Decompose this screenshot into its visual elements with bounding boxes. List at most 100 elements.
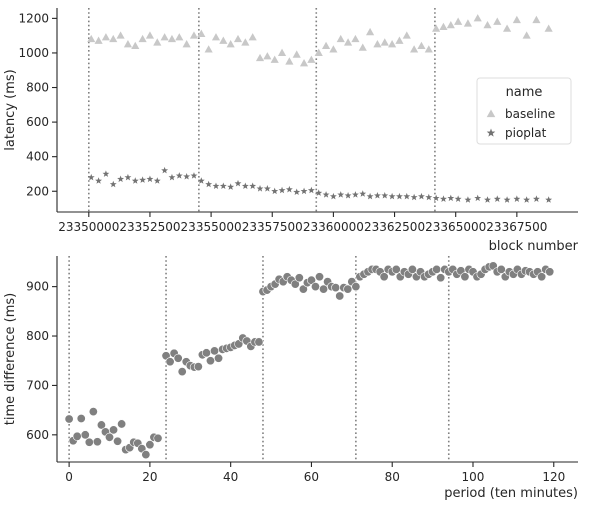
legend-label: baseline <box>505 107 555 121</box>
data-point <box>373 40 382 48</box>
data-point <box>307 55 316 63</box>
data-point <box>105 432 115 442</box>
data-point <box>87 34 96 43</box>
data-point <box>96 420 106 430</box>
data-point <box>124 173 132 181</box>
data-point <box>544 24 553 32</box>
data-point <box>293 188 301 196</box>
y-tick-label: 800 <box>26 329 49 343</box>
data-point <box>256 185 264 192</box>
data-point <box>343 284 353 294</box>
x-tick-label: 23355000 <box>181 220 242 234</box>
y-tick-label: 800 <box>26 81 49 95</box>
data-point <box>366 27 375 36</box>
data-point <box>214 353 224 363</box>
data-point <box>439 22 448 31</box>
data-point <box>160 33 169 41</box>
series-pioplat <box>87 166 553 203</box>
data-point <box>402 31 411 39</box>
data-point <box>446 20 455 29</box>
data-point <box>102 170 110 177</box>
data-point <box>322 191 330 198</box>
data-point <box>329 45 338 53</box>
data-point <box>337 191 345 198</box>
data-point <box>454 195 462 202</box>
data-point <box>432 264 442 274</box>
data-point <box>403 192 411 200</box>
data-point <box>76 414 86 424</box>
data-point <box>270 55 279 63</box>
legend-marker-star <box>486 128 496 137</box>
data-point <box>417 41 426 50</box>
data-point <box>117 419 127 429</box>
data-point <box>532 15 541 24</box>
data-point <box>315 189 323 196</box>
latency-panel: 23350000 23352500 23355000 23357500 23360000… <box>3 8 579 254</box>
data-point <box>545 267 555 277</box>
data-point <box>109 180 117 188</box>
data-point <box>204 45 213 53</box>
time-difference-panel: 0 20 40 60 80 100 120 600 700 800 900 period (ten m… <box>3 256 578 501</box>
data-point <box>197 29 206 37</box>
data-point <box>167 34 177 43</box>
data-point <box>94 36 103 44</box>
x-tick-label: 120 <box>542 470 565 484</box>
data-point <box>522 31 531 39</box>
data-point <box>343 38 353 46</box>
data-point <box>145 31 155 39</box>
data-point <box>319 284 329 294</box>
x-tick-label: 0 <box>65 470 73 484</box>
x-tick-label: 40 <box>223 470 238 484</box>
data-point <box>189 31 199 39</box>
data-point <box>123 40 133 48</box>
data-point <box>139 176 147 183</box>
data-point <box>502 24 512 32</box>
data-point <box>227 183 235 190</box>
data-point <box>310 282 320 292</box>
data-point <box>299 59 309 67</box>
data-point <box>513 195 521 202</box>
data-point <box>271 187 279 195</box>
data-point <box>336 34 345 43</box>
data-point <box>388 192 396 200</box>
data-point <box>381 191 389 199</box>
x-tick-label: 23357500 <box>242 220 303 234</box>
data-point <box>182 40 191 48</box>
legend-frame <box>476 77 572 145</box>
data-point <box>298 284 308 294</box>
data-point <box>410 193 418 201</box>
y-tick-label: 600 <box>26 115 49 129</box>
data-point <box>145 440 155 450</box>
data-point <box>101 33 111 41</box>
data-point <box>537 272 547 282</box>
data-point <box>306 275 316 285</box>
data-point <box>197 177 205 184</box>
data-point <box>483 20 492 29</box>
data-point <box>440 195 447 202</box>
x-tick-label: 23365000 <box>425 220 486 234</box>
legend-title: name <box>506 85 543 100</box>
data-point <box>425 193 433 201</box>
data-point <box>141 450 151 460</box>
data-point <box>307 186 315 194</box>
data-point <box>523 196 531 203</box>
data-point <box>146 175 154 183</box>
x-tick-label: 100 <box>462 470 485 484</box>
x-axis-label: period (ten minutes) <box>444 486 578 501</box>
data-point <box>285 57 294 65</box>
data-point <box>436 273 446 283</box>
data-point <box>88 407 98 417</box>
x-tick-label: 23350000 <box>58 220 119 234</box>
data-point <box>388 40 397 48</box>
data-point <box>374 191 381 199</box>
data-point <box>407 264 417 274</box>
data-point <box>503 196 511 203</box>
data-point <box>263 52 272 60</box>
data-point <box>344 191 352 199</box>
data-point <box>226 40 235 48</box>
data-point <box>315 272 325 282</box>
data-point <box>285 185 293 193</box>
data-point <box>161 166 169 174</box>
data-point <box>484 196 491 203</box>
data-point <box>290 279 300 289</box>
